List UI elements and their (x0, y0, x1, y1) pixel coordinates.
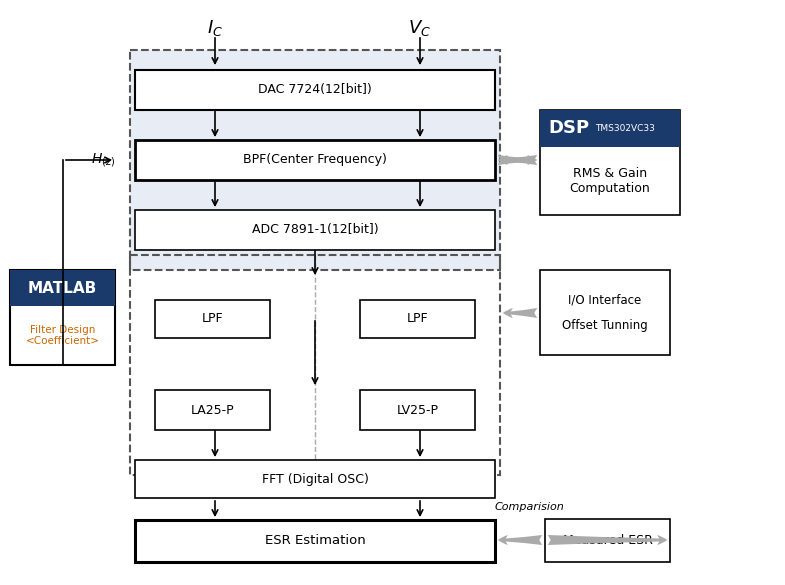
Text: $\mathit{I}_C$: $\mathit{I}_C$ (207, 18, 223, 38)
Bar (360, 300, 475, 338)
Bar (540, 110, 680, 147)
Bar (155, 390, 270, 430)
Text: ESR Estimation: ESR Estimation (265, 535, 365, 548)
Bar (545, 519, 670, 562)
Text: DSP: DSP (548, 119, 589, 137)
Text: LPF: LPF (202, 312, 223, 325)
Text: Filter Design
<Coefficient>: Filter Design <Coefficient> (25, 325, 100, 346)
Bar (540, 110, 680, 215)
Text: ADC 7891-1(12[bit]): ADC 7891-1(12[bit]) (252, 223, 378, 236)
Bar (155, 300, 270, 338)
Bar (130, 50, 500, 270)
Bar (135, 520, 495, 562)
Text: BPF(Center Frequency): BPF(Center Frequency) (243, 153, 387, 167)
Bar (135, 140, 495, 180)
Bar (10, 270, 115, 365)
Bar (130, 255, 500, 475)
Text: I/O Interface: I/O Interface (568, 293, 641, 307)
Bar (135, 210, 495, 250)
Text: Offset Tunning: Offset Tunning (562, 319, 648, 332)
Text: RMS & Gain
Computation: RMS & Gain Computation (570, 167, 651, 195)
Text: $H_{(z)}$: $H_{(z)}$ (91, 151, 115, 169)
Text: Comparision: Comparision (495, 502, 564, 512)
Text: LPF: LPF (407, 312, 429, 325)
Bar (540, 270, 670, 355)
Bar (10, 270, 115, 306)
Text: FFT (Digital OSC): FFT (Digital OSC) (261, 473, 368, 486)
Text: TMS302VC33: TMS302VC33 (595, 124, 655, 133)
Text: DAC 7724(12[bit]): DAC 7724(12[bit]) (258, 84, 372, 97)
Bar (130, 50, 500, 270)
Text: LA25-P: LA25-P (191, 404, 234, 417)
Bar (360, 390, 475, 430)
Bar (135, 70, 495, 110)
Text: $\mathit{V}_C$: $\mathit{V}_C$ (408, 18, 432, 38)
Text: LV25-P: LV25-P (396, 404, 439, 417)
Text: MATLAB: MATLAB (28, 281, 97, 295)
Bar (135, 460, 495, 498)
Text: Measured ESR: Measured ESR (563, 534, 652, 547)
